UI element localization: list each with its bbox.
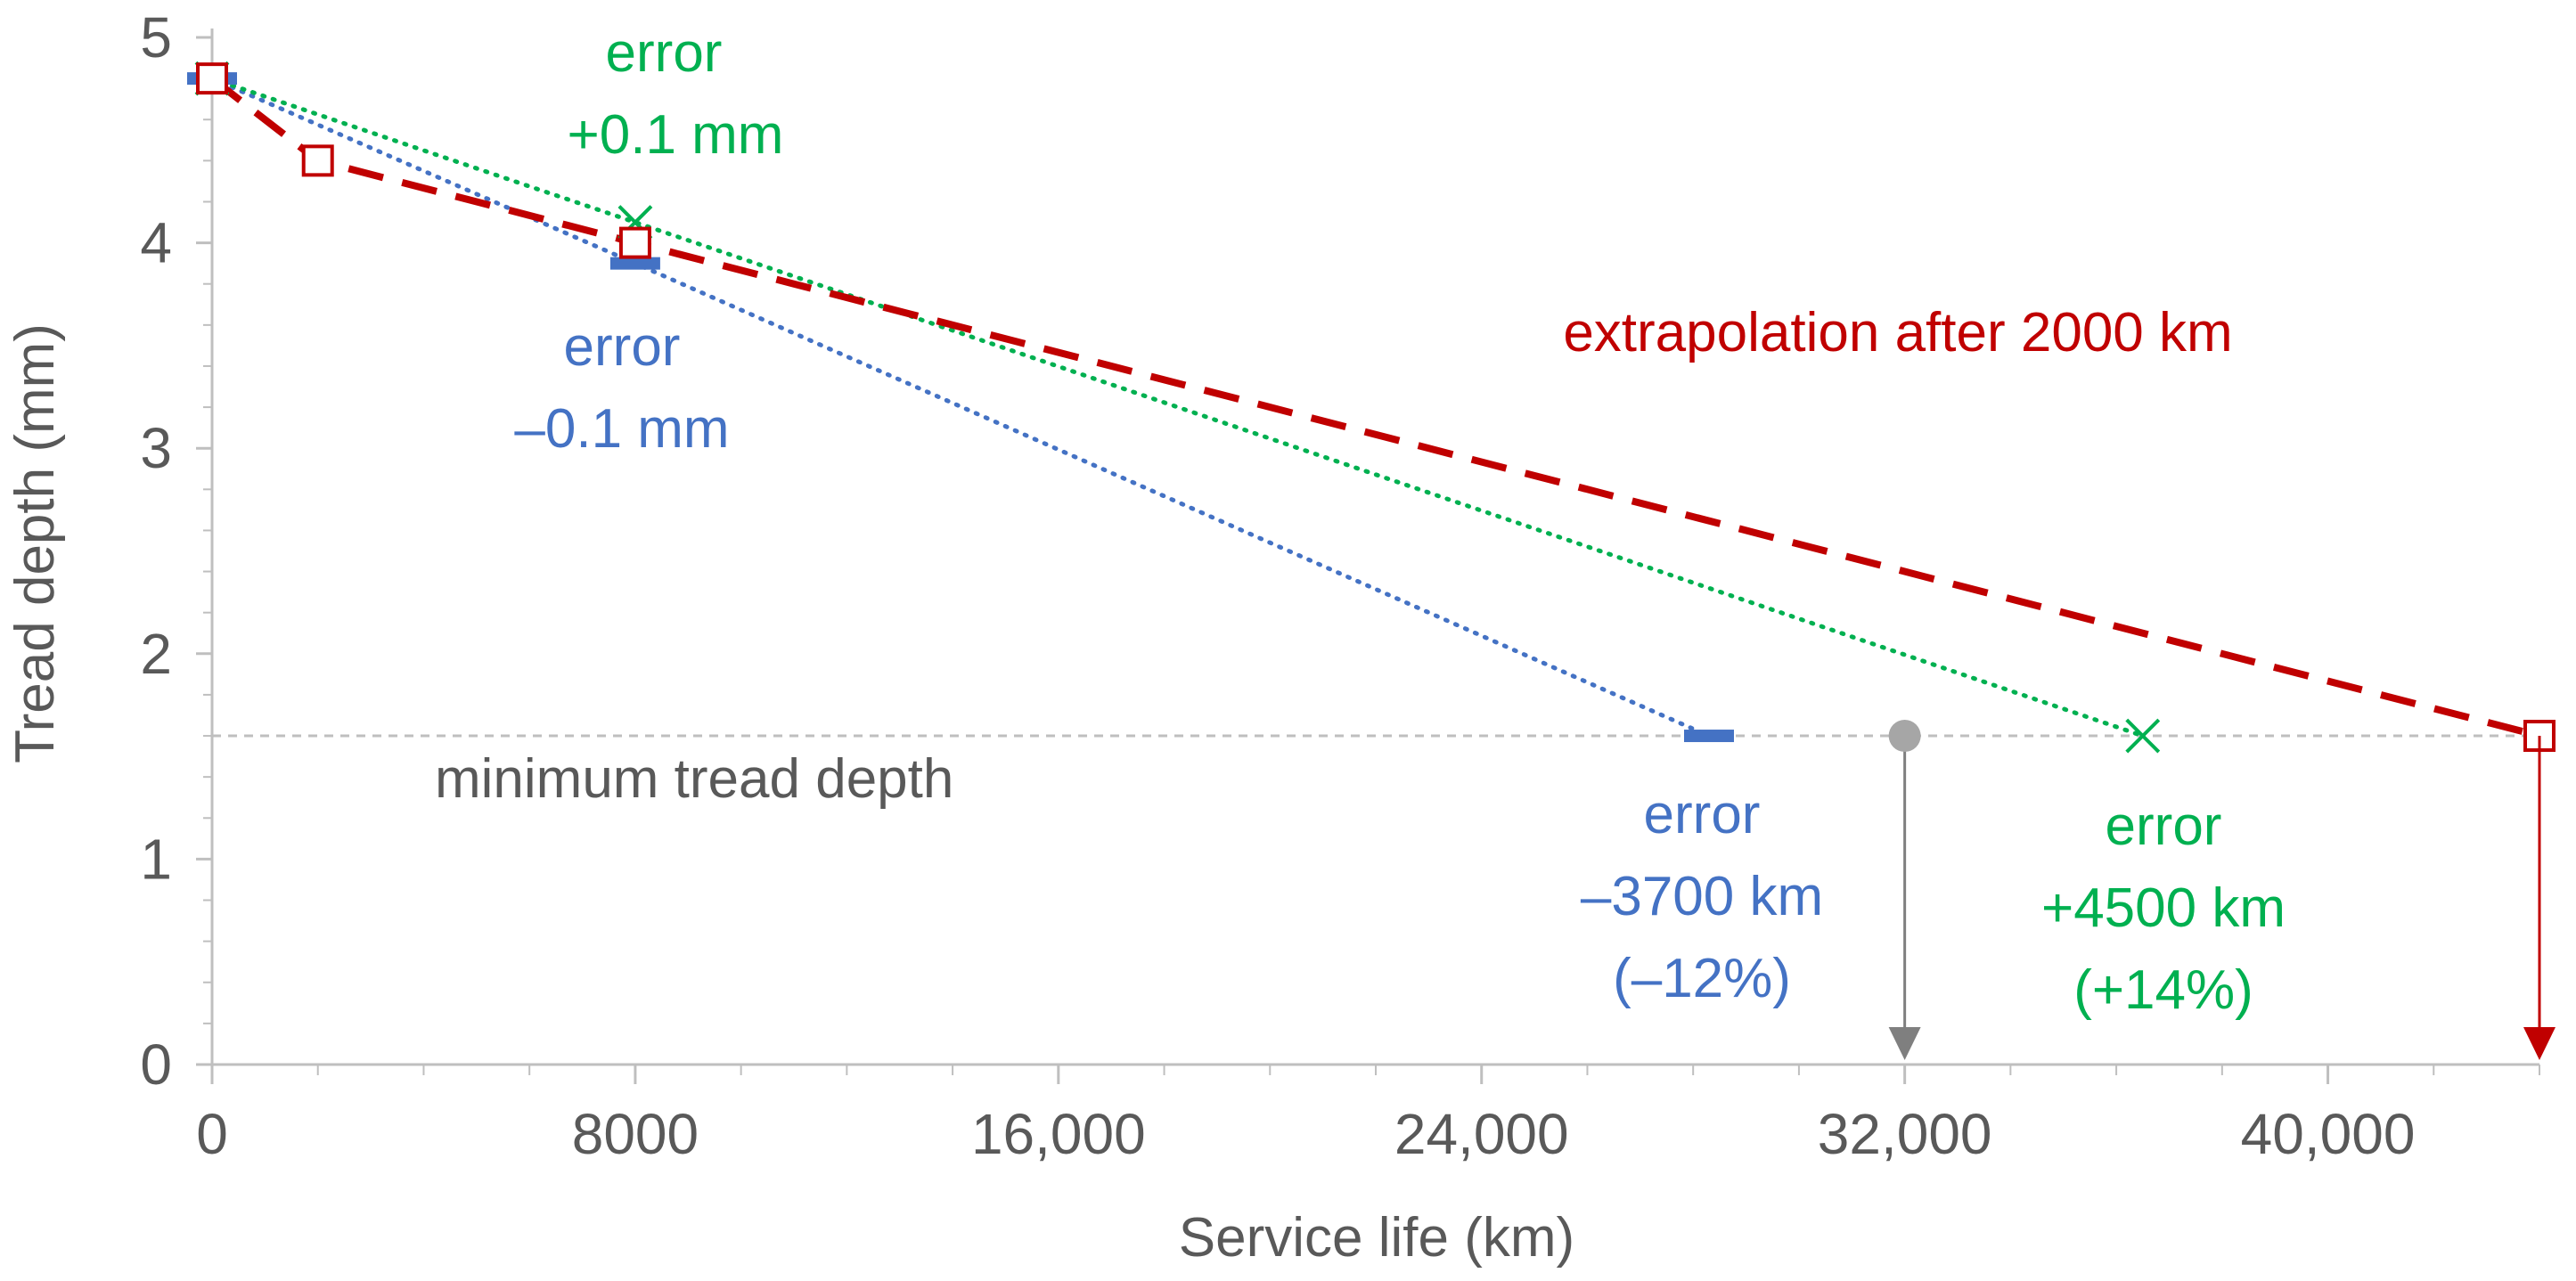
- drop-arrow-head-1: [2523, 1027, 2556, 1060]
- annotation-blue-error-km-1: error: [1644, 784, 1761, 845]
- x-tick-label: 24,000: [1394, 1102, 1569, 1166]
- annotation-blue-error-km-3: (–12%): [1613, 948, 1791, 1009]
- x-tick-label: 40,000: [2241, 1102, 2416, 1166]
- series-point-red: [196, 62, 228, 95]
- series-point-red: [618, 226, 651, 259]
- y-tick-label: 3: [140, 416, 172, 480]
- series-point-red: [301, 144, 334, 177]
- axes: 0 1 2 3 4 5 0 8000 16,000 24,000 32,000 40,000: [140, 5, 2540, 1166]
- arrow-layer: [1888, 720, 2556, 1060]
- series-layer: [187, 61, 2556, 754]
- drop-arrow-head-0: [1888, 1027, 1921, 1060]
- annotation-green-error-top-1: error: [606, 22, 723, 84]
- y-tick-label: 1: [140, 827, 172, 891]
- annotation-blue-error-km-2: –3700 km: [1581, 866, 1823, 927]
- y-tick-label: 0: [140, 1032, 172, 1097]
- series-point-green: [2125, 718, 2161, 754]
- annotation-green-error-top-2: +0.1 mm: [568, 104, 784, 166]
- annotation-green-error-km-1: error: [2106, 796, 2222, 857]
- annotation-red-extrapolation: extrapolation after 2000 km: [1563, 302, 2232, 363]
- y-tick-label: 4: [140, 211, 172, 275]
- annotation-blue-error-mid-1: error: [564, 316, 681, 378]
- annotation-green-error-km-3: (+14%): [2073, 959, 2253, 1021]
- series-point-blue: [609, 257, 660, 270]
- series-point-blue: [1683, 730, 1734, 743]
- y-axis-title: Tread depth (mm): [4, 323, 66, 763]
- series-line-2: [209, 76, 1712, 738]
- x-tick-label: 8000: [572, 1102, 699, 1166]
- series-line-0: [209, 75, 2541, 739]
- marker-x-stroke: [2125, 718, 2161, 754]
- annotation-green-error-km-2: +4500 km: [2041, 877, 2286, 939]
- x-tick-label: 16,000: [971, 1102, 1146, 1166]
- y-tick-label: 5: [140, 5, 172, 69]
- y-tick-label: 2: [140, 622, 172, 686]
- x-tick-label: 0: [196, 1102, 228, 1166]
- reference-point-32000: [1888, 720, 1921, 753]
- x-axis-title: Service life (km): [1179, 1207, 1574, 1269]
- annotation-blue-error-mid-2: –0.1 mm: [514, 398, 729, 460]
- series-line-1: [209, 76, 2146, 738]
- x-tick-label: 32,000: [1818, 1102, 1992, 1166]
- annotation-minimum-tread-depth: minimum tread depth: [435, 748, 953, 810]
